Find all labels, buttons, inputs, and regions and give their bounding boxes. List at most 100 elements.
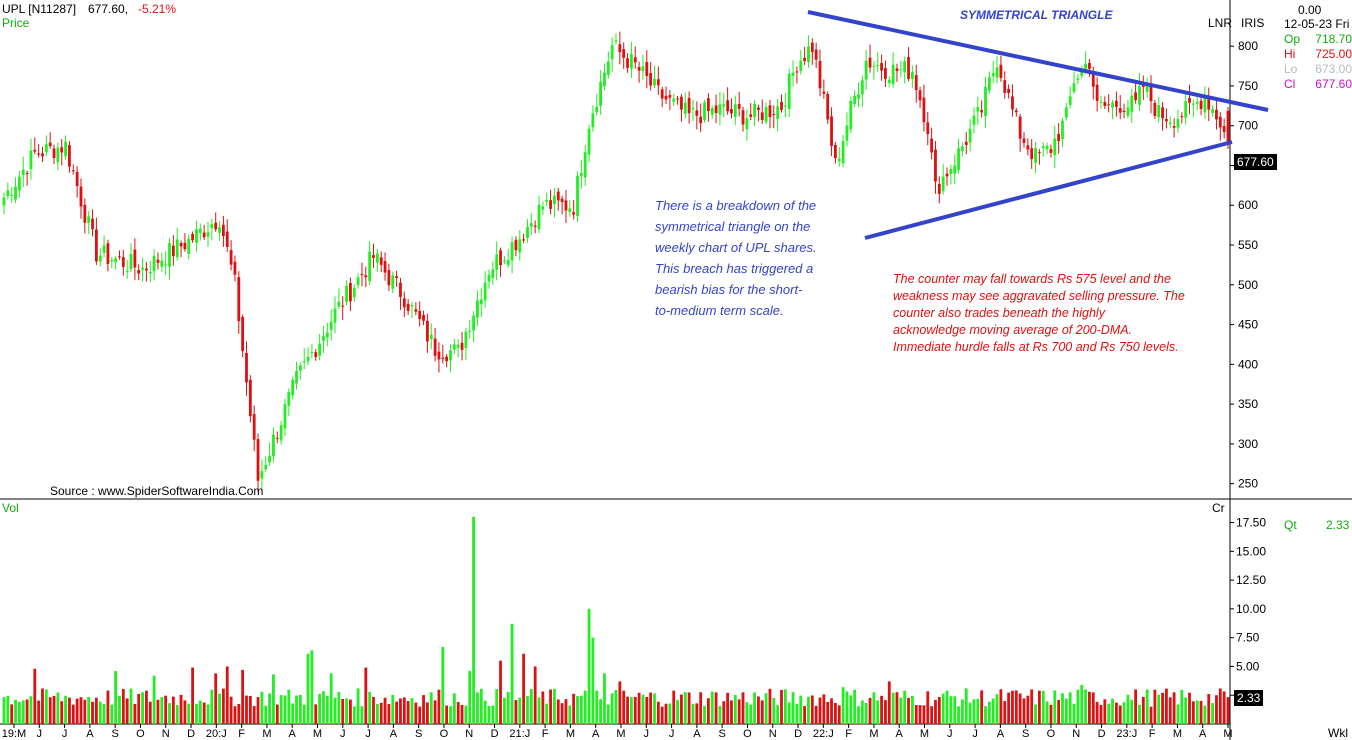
volume-bar: [972, 699, 976, 724]
volume-bar: [1068, 692, 1072, 724]
volume-bar: [1149, 706, 1153, 724]
candle-body: [87, 216, 91, 224]
volume-bar: [164, 695, 168, 724]
candle-body: [676, 98, 679, 100]
volume-bar: [730, 700, 733, 724]
candle-body: [79, 186, 83, 207]
x-tick-label: J: [365, 728, 371, 740]
candle-body: [399, 282, 402, 298]
volume-bar: [225, 666, 229, 724]
x-tick-label: J: [37, 728, 43, 740]
volume-bar: [641, 694, 645, 724]
volume-bar: [887, 681, 891, 724]
candle-body: [218, 227, 221, 233]
candle-body: [210, 224, 214, 228]
candle-body: [587, 128, 591, 155]
candle-body: [841, 141, 845, 164]
volume-bar: [872, 692, 876, 724]
volume-bar: [583, 690, 587, 724]
volume-bar: [94, 697, 98, 724]
x-tick-label: F: [1149, 728, 1156, 740]
scale-label[interactable]: LNR: [1208, 16, 1233, 30]
volume-bar: [880, 695, 883, 724]
volume-bar: [610, 693, 614, 724]
candle-body: [279, 425, 283, 441]
candle-body: [649, 73, 653, 86]
volume-bar: [148, 701, 152, 724]
volume-bar: [1030, 689, 1034, 724]
candle-body: [872, 65, 876, 67]
candle-body: [337, 301, 341, 307]
candle-body: [599, 81, 603, 106]
volume-bar: [1111, 698, 1114, 724]
candle-body: [333, 308, 337, 323]
candle-body: [295, 370, 298, 384]
candle-body: [1118, 108, 1122, 113]
candle-body: [1049, 149, 1053, 153]
candle-body: [291, 379, 295, 396]
x-tick-label: M: [869, 728, 878, 740]
candle-body: [626, 58, 629, 68]
candle-body: [818, 60, 822, 89]
volume-bar: [680, 694, 683, 724]
volume-bar: [1084, 689, 1087, 724]
candle-body: [110, 260, 114, 262]
volume-bar: [445, 705, 449, 724]
volume-bar: [860, 700, 864, 724]
candle-body: [225, 231, 229, 247]
volume-bar: [653, 693, 656, 724]
volume-bar: [522, 653, 526, 724]
indicator-label[interactable]: IRIS: [1241, 16, 1265, 30]
period-label[interactable]: Wkl: [1328, 726, 1348, 740]
candle-body: [687, 97, 691, 114]
note-line: Immediate hurdle falls at Rs 700 and Rs …: [893, 340, 1179, 354]
volume-unit-label: Cr: [1212, 501, 1225, 515]
volume-bar: [853, 689, 857, 724]
volume-bar: [587, 608, 591, 724]
candle-body: [352, 287, 356, 298]
candle-body: [356, 277, 360, 286]
candle-body: [118, 256, 121, 258]
candle-body: [275, 437, 279, 439]
candle-body: [221, 224, 225, 237]
candle-body: [903, 61, 907, 73]
volume-bar: [757, 696, 760, 724]
candle-body: [683, 102, 687, 114]
ohlc-value: 677.60: [1315, 77, 1352, 91]
candle-body: [814, 49, 818, 60]
candle-body: [764, 107, 768, 122]
volume-bar: [52, 695, 56, 724]
candle-body: [449, 350, 452, 361]
volume-bar: [495, 689, 499, 724]
volume-bar: [395, 701, 399, 724]
volume-bar: [502, 697, 506, 724]
candle-body: [364, 275, 368, 278]
candle-body: [760, 112, 764, 120]
volume-bar: [1176, 704, 1180, 724]
candle-body: [1072, 83, 1076, 92]
price-tick-label: 250: [1238, 477, 1258, 491]
volume-bar: [579, 695, 583, 724]
note-line: acknowledge moving average of 200-DMA.: [893, 323, 1133, 337]
volume-tick-label: 15.00: [1236, 544, 1266, 558]
candle-body: [560, 198, 564, 203]
candle-body: [1149, 83, 1153, 102]
candle-body: [1018, 116, 1022, 139]
candle-body: [1203, 96, 1207, 113]
volume-bar: [984, 706, 987, 724]
volume-bar: [302, 704, 306, 724]
ohlc-label: Cl: [1284, 77, 1296, 91]
candle-body: [1111, 102, 1114, 108]
candle-body: [1064, 107, 1068, 118]
candle-body: [918, 90, 922, 101]
volume-bar: [930, 706, 934, 724]
volume-bar: [218, 693, 221, 724]
volume-bar: [272, 674, 275, 724]
volume-bar: [241, 669, 245, 724]
x-tick-label: A: [693, 728, 701, 740]
volume-bar: [791, 692, 795, 724]
ohlc-row: Cl 677.60: [1284, 77, 1352, 91]
candle-body: [375, 253, 379, 263]
note-line: symmetrical triangle on the: [655, 219, 811, 234]
candle-body: [880, 63, 883, 71]
